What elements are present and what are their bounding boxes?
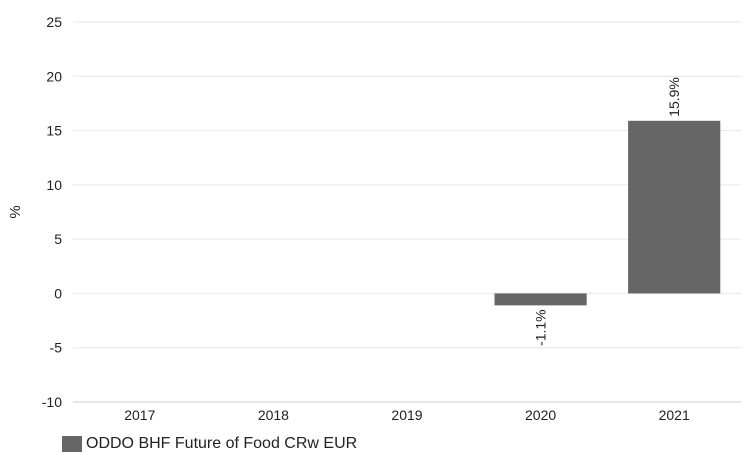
legend: ODDO BHF Future of Food CRw EUR	[62, 435, 357, 453]
legend-label: ODDO BHF Future of Food CRw EUR	[86, 435, 358, 452]
y-tick-label: -10	[42, 394, 62, 410]
y-tick-label: 25	[46, 14, 62, 30]
x-tick-label: 2020	[525, 407, 556, 423]
y-axis-label: %	[7, 205, 24, 218]
x-tick-label: 2017	[124, 407, 155, 423]
data-label: 15.9%	[666, 77, 682, 117]
y-tick-label: 10	[46, 177, 62, 193]
x-tick-label: 2018	[258, 407, 289, 423]
bar	[494, 293, 587, 306]
data-label: -1.1%	[533, 309, 549, 346]
x-tick-label: 2021	[659, 407, 690, 423]
y-tick-label: 0	[54, 285, 62, 301]
bars	[494, 120, 721, 306]
x-axis-ticks: 2017 2018 2019 2020 2021	[124, 407, 690, 423]
y-tick-label: -5	[50, 340, 63, 356]
x-tick-label: 2019	[391, 407, 422, 423]
y-tick-label: 20	[46, 68, 62, 84]
data-labels: -1.1% 15.9%	[533, 77, 683, 346]
legend-swatch	[62, 436, 82, 452]
bar	[628, 120, 721, 294]
y-tick-label: 5	[54, 231, 62, 247]
y-axis-ticks: -10 -5 0 5 10 15 20 25	[42, 14, 62, 410]
gridlines	[73, 21, 741, 349]
y-tick-label: 15	[46, 123, 62, 139]
